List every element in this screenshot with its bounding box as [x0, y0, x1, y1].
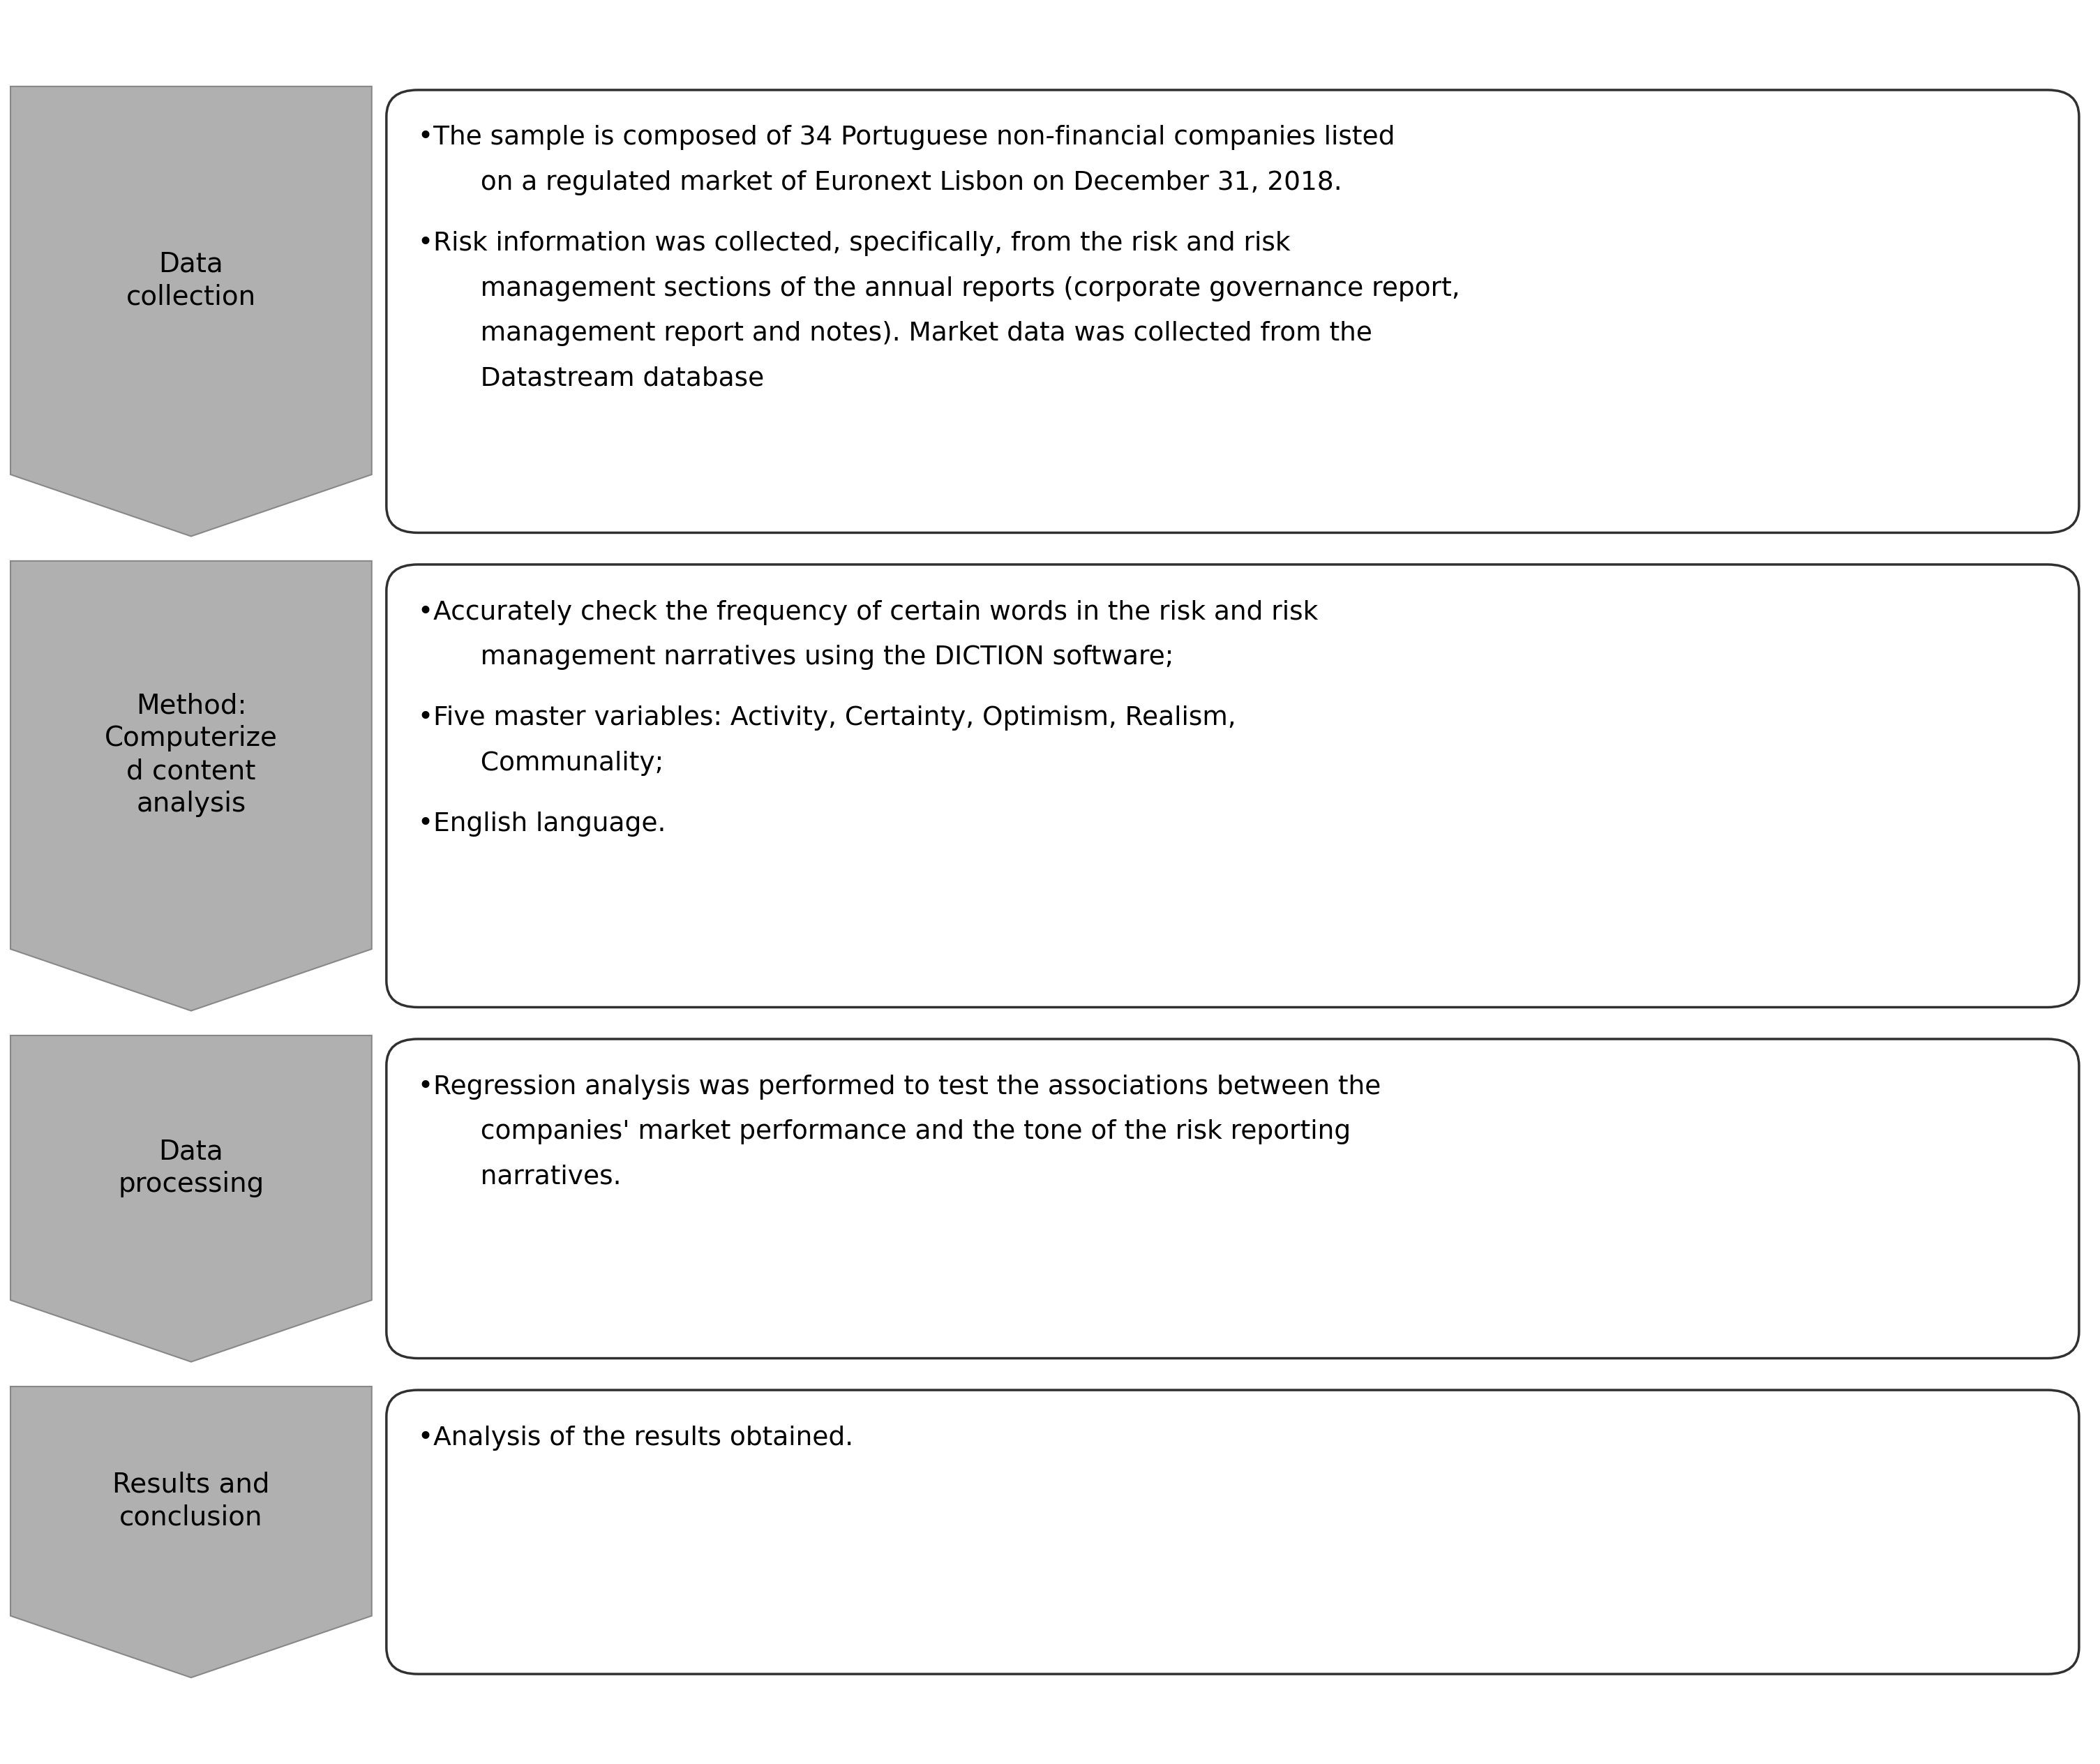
Text: •Accurately check the frequency of certain words in the risk and risk: •Accurately check the frequency of certa… — [418, 600, 1319, 624]
Text: Results and
conclusion: Results and conclusion — [113, 1471, 269, 1531]
FancyBboxPatch shape — [386, 1039, 2079, 1358]
Text: management narratives using the DICTION software;: management narratives using the DICTION … — [464, 644, 1174, 670]
Text: Data
collection: Data collection — [126, 250, 256, 310]
FancyBboxPatch shape — [386, 1390, 2079, 1674]
Text: Communality;: Communality; — [464, 750, 664, 776]
Polygon shape — [10, 1387, 372, 1678]
Text: on a regulated market of Euronext Lisbon on December 31, 2018.: on a regulated market of Euronext Lisbon… — [464, 169, 1342, 196]
Text: Data
processing: Data processing — [118, 1138, 265, 1198]
Text: Datastream database: Datastream database — [464, 367, 764, 392]
Text: Method:
Computerize
d content
analysis: Method: Computerize d content analysis — [105, 693, 277, 817]
Text: management report and notes). Market data was collected from the: management report and notes). Market dat… — [464, 321, 1373, 346]
FancyBboxPatch shape — [386, 90, 2079, 533]
Text: narratives.: narratives. — [464, 1164, 622, 1189]
Polygon shape — [10, 561, 372, 1011]
Text: management sections of the annual reports (corporate governance report,: management sections of the annual report… — [464, 277, 1460, 302]
Text: companies' market performance and the tone of the risk reporting: companies' market performance and the to… — [464, 1118, 1350, 1145]
Text: •Five master variables: Activity, Certainty, Optimism, Realism,: •Five master variables: Activity, Certai… — [418, 706, 1237, 730]
FancyBboxPatch shape — [386, 564, 2079, 1007]
Text: •The sample is composed of 34 Portuguese non-financial companies listed: •The sample is composed of 34 Portuguese… — [418, 125, 1394, 150]
Polygon shape — [10, 86, 372, 536]
Polygon shape — [10, 1035, 372, 1362]
Text: •Regression analysis was performed to test the associations between the: •Regression analysis was performed to te… — [418, 1074, 1382, 1099]
Text: •English language.: •English language. — [418, 811, 666, 836]
Text: •Risk information was collected, specifically, from the risk and risk: •Risk information was collected, specifi… — [418, 231, 1289, 256]
Text: •Analysis of the results obtained.: •Analysis of the results obtained. — [418, 1425, 853, 1450]
